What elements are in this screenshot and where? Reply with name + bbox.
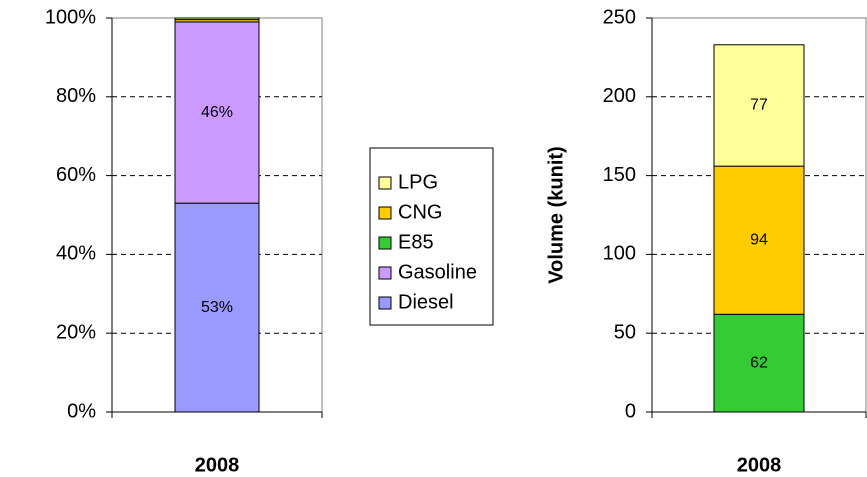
legend-label: Diesel <box>398 291 454 313</box>
y-tick-label: 100% <box>45 6 96 28</box>
data-label: 94 <box>750 231 768 248</box>
x-tick-label: 2008 <box>195 454 240 476</box>
legend-swatch <box>378 296 392 310</box>
legend-swatch <box>378 176 392 190</box>
y-tick-label: 0% <box>67 400 96 422</box>
y-tick-label: 20% <box>56 321 96 343</box>
data-label: 53% <box>201 299 233 316</box>
x-tick-label: 2008 <box>737 454 782 476</box>
legend-label: CNG <box>398 201 442 223</box>
data-label: 77 <box>750 97 768 114</box>
legend-label: E85 <box>398 231 434 253</box>
bar-segment <box>174 21 260 204</box>
legend-swatch <box>378 266 392 280</box>
y-tick-label: 0 <box>625 400 636 422</box>
y-tick-label: 100 <box>603 243 636 265</box>
bar-segment <box>713 44 805 167</box>
bar-segment <box>174 17 260 21</box>
legend-swatch <box>378 236 392 250</box>
y-tick-label: 80% <box>56 85 96 107</box>
y-tick-label: 250 <box>603 6 636 28</box>
y-tick-label: 150 <box>603 164 636 186</box>
y-tick-label: 200 <box>603 85 636 107</box>
data-label: 62 <box>750 354 768 371</box>
y-tick-label: 50 <box>614 321 636 343</box>
legend-label: Gasoline <box>398 261 477 283</box>
data-label: 46% <box>201 104 233 121</box>
legend-swatch <box>378 206 392 220</box>
legend-label: LPG <box>398 171 438 193</box>
y-axis-label: Volume (kunit) <box>545 146 567 283</box>
bar-segment <box>713 165 805 315</box>
y-tick-label: 60% <box>56 164 96 186</box>
y-tick-label: 40% <box>56 243 96 265</box>
